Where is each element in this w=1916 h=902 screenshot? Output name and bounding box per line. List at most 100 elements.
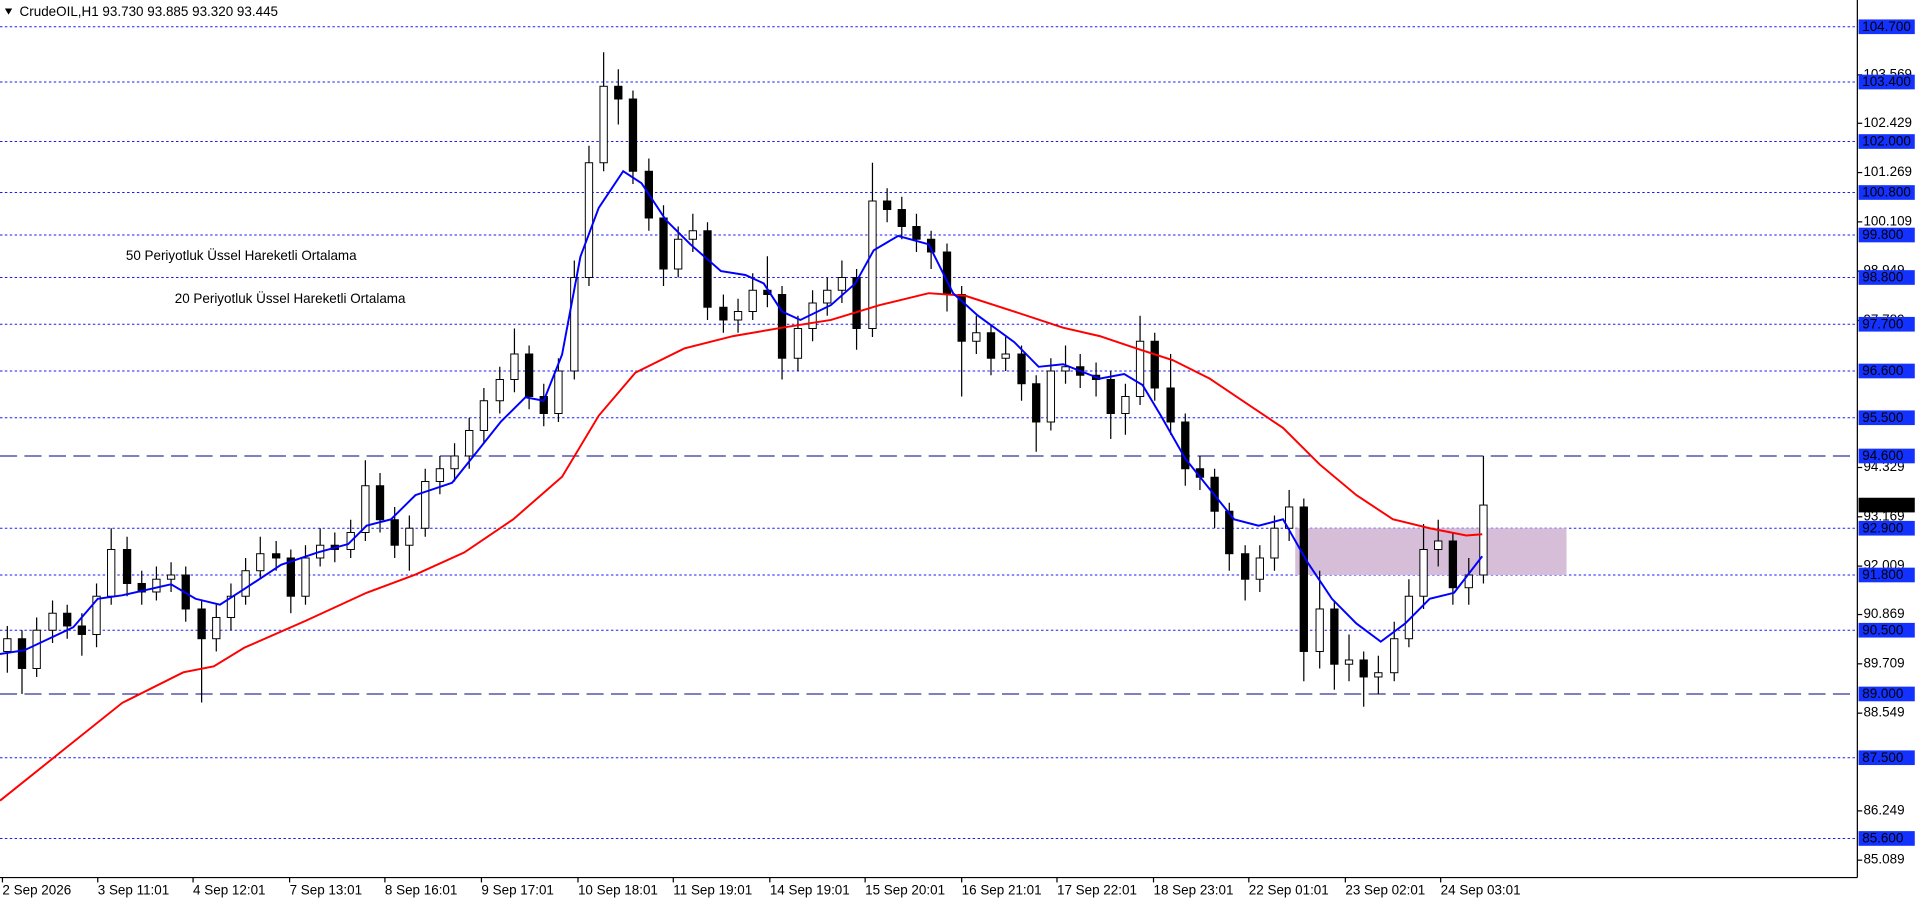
level-label-box (1858, 19, 1915, 35)
level-label: 87.500 (1862, 750, 1903, 765)
candle-body (1448, 540, 1458, 589)
moving-average-line (0, 169, 1483, 655)
moving-average-line (0, 292, 1483, 802)
candle-body (1241, 553, 1250, 580)
y-tick-label: 101.269 (1863, 164, 1912, 179)
candle-body (852, 277, 861, 329)
candle-body (1270, 527, 1279, 559)
candle-body (32, 629, 41, 669)
candle-body (197, 608, 206, 640)
candle-body (1390, 638, 1399, 674)
x-tick-label: 16 Sep 21:01 (962, 883, 1042, 898)
candle-body (868, 200, 877, 329)
level-label: 103.400 (1862, 74, 1911, 89)
candle-body (212, 616, 221, 640)
candle-body (92, 595, 101, 635)
level-label: 99.800 (1862, 227, 1903, 242)
candle-body (659, 217, 668, 270)
candle-body (1135, 340, 1145, 397)
candle-body (1166, 387, 1175, 423)
level-label-box (1858, 520, 1915, 536)
level-label-box (1858, 622, 1915, 638)
candle-body (1121, 396, 1130, 414)
candle-body (1017, 353, 1026, 385)
candle-body (1255, 557, 1264, 580)
candle-body (539, 396, 548, 414)
data-layer (0, 52, 1488, 802)
x-tick-label: 24 Sep 03:01 (1441, 883, 1521, 898)
grid-layer (0, 26, 1858, 839)
level-label: 94.600 (1862, 448, 1903, 463)
y-tick-label: 102.429 (1863, 115, 1912, 130)
level-label: 90.500 (1862, 622, 1903, 637)
candle-body (823, 289, 832, 304)
x-tick-label: 15 Sep 20:01 (865, 883, 945, 898)
candle-body (1434, 540, 1443, 550)
candle-body (510, 353, 519, 380)
level-label: 98.800 (1862, 270, 1903, 285)
level-label: 85.600 (1862, 831, 1903, 846)
candle-body (599, 85, 608, 164)
level-label-box (1858, 316, 1915, 332)
level-label: 92.900 (1862, 520, 1903, 535)
candle-body (1344, 659, 1354, 665)
x-tick-label: 18 Sep 23:01 (1154, 883, 1234, 898)
candle-body (77, 625, 87, 635)
candle-body (48, 612, 57, 631)
candle-body (1106, 379, 1115, 414)
x-tick-label: 3 Sep 11:01 (98, 883, 169, 898)
candle-body (286, 557, 295, 597)
x-tick-label: 10 Sep 18:01 (578, 883, 658, 898)
candle-body (1315, 608, 1324, 652)
annotation: 50 Periyotluk Üssel Hareketli Ortalama (126, 248, 357, 263)
level-label: 91.800 (1862, 567, 1903, 582)
candle-body (1150, 340, 1159, 389)
candle-body (986, 332, 996, 359)
candle-body (226, 595, 236, 618)
x-tick-label: 11 Sep 19:01 (673, 883, 752, 898)
level-label: 89.000 (1862, 686, 1903, 701)
candle-body (628, 98, 638, 172)
level-label-box (1858, 363, 1915, 379)
level-label-box (1858, 74, 1915, 90)
level-label-box (1858, 410, 1915, 426)
x-tick-label: 8 Sep 16:01 (385, 883, 457, 898)
candle-body (107, 548, 116, 597)
level-label-box (1858, 686, 1915, 702)
level-label-box (1858, 831, 1915, 846)
y-tick-label: 90.869 (1863, 606, 1904, 621)
level-label: 104.700 (1862, 19, 1911, 34)
candle-body (584, 162, 594, 278)
candle-body (375, 485, 385, 521)
candle-body (421, 480, 430, 529)
candle-body (1032, 383, 1041, 423)
x-tick-label: 4 Sep 12:01 (193, 883, 265, 898)
candle-body (703, 230, 712, 308)
x-tick-label: 7 Sep 13:01 (290, 883, 362, 898)
candle-body (897, 209, 906, 227)
candle-body (1061, 366, 1070, 372)
candle-body (912, 226, 921, 240)
level-label-box (1858, 134, 1915, 149)
candle-body (1299, 506, 1308, 652)
candle-body (1046, 370, 1056, 423)
last-price-label: 93.445 (1862, 497, 1903, 512)
level-label: 100.800 (1862, 185, 1911, 200)
candle-body (733, 311, 743, 321)
x-tick-label: 14 Sep 19:01 (770, 883, 850, 898)
level-label-box (1858, 270, 1915, 285)
candle-body (450, 455, 459, 470)
candle-body (256, 553, 265, 572)
candle-body (1330, 608, 1339, 665)
candle-body (122, 548, 132, 584)
candle-body (405, 527, 414, 546)
candle-body (361, 485, 370, 533)
menu-triangle[interactable] (4, 8, 13, 15)
candle-body (1374, 672, 1383, 678)
candle-body (674, 238, 683, 270)
candle-body (614, 85, 623, 100)
candle-body (301, 557, 310, 597)
candle-body (1225, 510, 1234, 555)
